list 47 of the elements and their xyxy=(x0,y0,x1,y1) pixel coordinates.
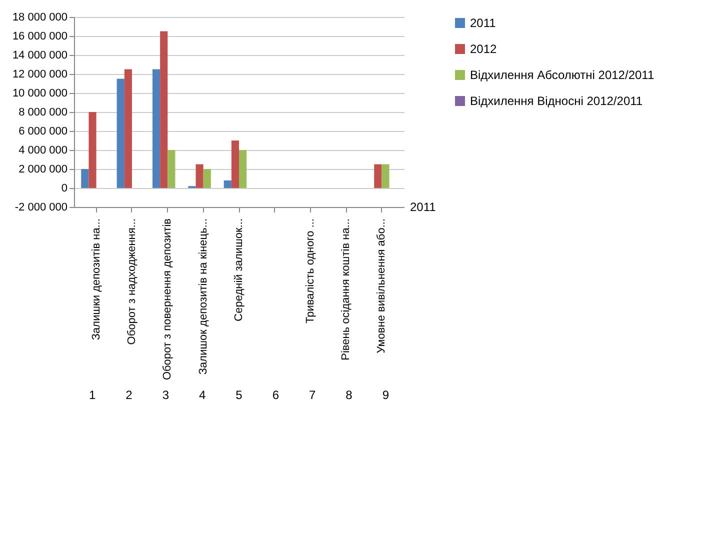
bar xyxy=(203,169,211,188)
bar xyxy=(160,31,168,188)
bar xyxy=(239,150,247,188)
y-tick-label: 8 000 000 xyxy=(18,106,68,118)
text: 5 xyxy=(236,388,243,402)
text: 7 xyxy=(308,388,316,402)
legend-label: Відхилення Відносні 2012/2011 xyxy=(470,94,643,108)
x-tick-label: Залишок депозитів на кінець... xyxy=(197,218,210,375)
bar xyxy=(168,150,176,188)
y-tick-label: 0 xyxy=(61,182,68,194)
x-tick-label: Середній залишок... xyxy=(233,218,245,322)
text: 2 xyxy=(126,388,133,402)
y-tick-label: 6 000 000 xyxy=(18,126,68,138)
text: 4 xyxy=(198,388,206,402)
y-tick-label: 12 000 000 xyxy=(12,68,68,80)
bar xyxy=(152,69,160,188)
y-tick-label: 2 000 000 xyxy=(18,164,68,176)
legend-label: Відхилення Абсолютні 2012/2011 xyxy=(470,68,654,82)
bar xyxy=(224,180,232,188)
y-tick-label: 18 000 000 xyxy=(12,12,68,24)
legend-label: 2011 xyxy=(470,16,496,30)
text: 3 xyxy=(162,388,170,402)
bar xyxy=(196,164,204,188)
bar xyxy=(81,169,89,188)
x-tick-label: Оборот з надходження... xyxy=(126,218,138,345)
x-tick-label: Умовне вивільнення або... xyxy=(376,218,388,354)
text: 9 xyxy=(382,388,390,402)
y-tick-label: 16 000 000 xyxy=(12,30,68,42)
bar xyxy=(88,112,96,188)
y-tick-label: 14 000 000 xyxy=(12,50,68,62)
text: 2011 xyxy=(410,200,436,214)
bar xyxy=(231,140,239,188)
x-tick-label: Залишки депозитів на... xyxy=(90,218,102,340)
legend-label: 2012 xyxy=(470,42,498,56)
y-tick-label: 4 000 000 xyxy=(18,144,68,156)
bar xyxy=(382,164,390,188)
x-tick-label: Оборот з повернення депозитів xyxy=(162,218,174,380)
bar xyxy=(116,78,124,188)
x-tick-label: Тривалість одного ... xyxy=(304,218,316,324)
bar xyxy=(124,69,132,188)
y-tick-label: -2 000 000 xyxy=(14,202,68,214)
y-tick-label: 10 000 000 xyxy=(12,88,68,100)
text: 8 xyxy=(346,388,353,402)
text: 6 xyxy=(272,388,280,402)
bar xyxy=(374,164,382,188)
x-tick-label: Рівень осідання коштів на... xyxy=(340,218,352,360)
text: 1 xyxy=(88,388,96,402)
